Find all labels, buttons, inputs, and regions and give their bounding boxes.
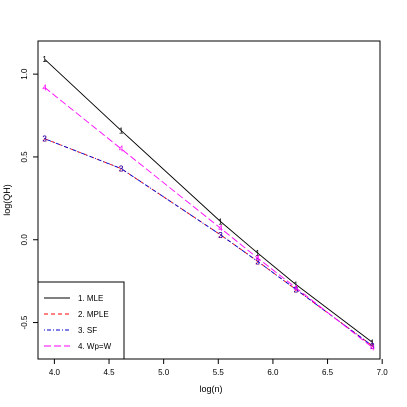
x-tick-label: 6.0 <box>267 368 279 377</box>
y-tick-label: 0.0 <box>20 234 29 246</box>
point-marker: 1 <box>42 55 47 64</box>
point-marker: 1 <box>294 280 299 289</box>
x-tick-label: 4.5 <box>103 368 115 377</box>
point-marker: 4 <box>42 83 47 92</box>
y-axis-label: log(QH) <box>2 184 12 216</box>
plot-frame <box>37 40 381 360</box>
legend: 1. MLE 2. MPLE 3. SF 4. Wp=W <box>37 281 125 360</box>
point-marker: 4 <box>119 145 124 154</box>
point-marker: 2 <box>119 165 124 174</box>
legend-label: 3. SF <box>78 326 97 335</box>
point-marker: 4 <box>370 343 375 352</box>
legend-label: 2. MPLE <box>78 310 109 319</box>
point-marker: 1 <box>218 218 223 227</box>
y-tick-label: 0.5 <box>20 151 29 163</box>
legend-label: 1. MLE <box>78 294 103 303</box>
point-marker: 3 <box>255 257 260 266</box>
point-marker: 2 <box>42 135 47 144</box>
point-marker: 4 <box>255 254 260 263</box>
point-marker: 1 <box>119 126 124 135</box>
point-marker: 4 <box>218 224 223 233</box>
series-line-1 <box>44 58 373 343</box>
series-line-4 <box>44 87 373 348</box>
x-tick-label: 7.0 <box>377 368 389 377</box>
point-marker: 2 <box>218 231 223 240</box>
point-marker: 3 <box>218 231 223 240</box>
point-marker: 3 <box>294 285 299 294</box>
x-axis-label: log(n) <box>199 384 222 394</box>
y-tick-label: 1.0 <box>20 68 29 80</box>
series-line-3 <box>44 138 373 347</box>
x-tick-label: 6.5 <box>322 368 334 377</box>
y-tick-label: -0.5 <box>20 315 29 329</box>
point-marker: 2 <box>255 257 260 266</box>
point-marker: 4 <box>294 284 299 293</box>
point-marker: 3 <box>370 342 375 351</box>
x-axis: 4.0 4.5 5.0 5.5 6.0 6.5 7.0 <box>49 359 388 377</box>
point-marker: 2 <box>370 342 375 351</box>
legend-label: 4. Wp=W <box>78 342 112 351</box>
legend-box <box>37 281 125 360</box>
point-marker: 2 <box>294 285 299 294</box>
point-marker: 3 <box>119 165 124 174</box>
point-marker: 3 <box>42 135 47 144</box>
series-layer <box>44 58 373 348</box>
point-marker: 1 <box>370 338 375 347</box>
x-tick-label: 4.0 <box>49 368 61 377</box>
y-axis: -0.5 0.0 0.5 1.0 <box>20 68 38 329</box>
x-tick-label: 5.0 <box>158 368 170 377</box>
point-marker: 1 <box>255 249 260 258</box>
x-tick-label: 5.5 <box>213 368 225 377</box>
